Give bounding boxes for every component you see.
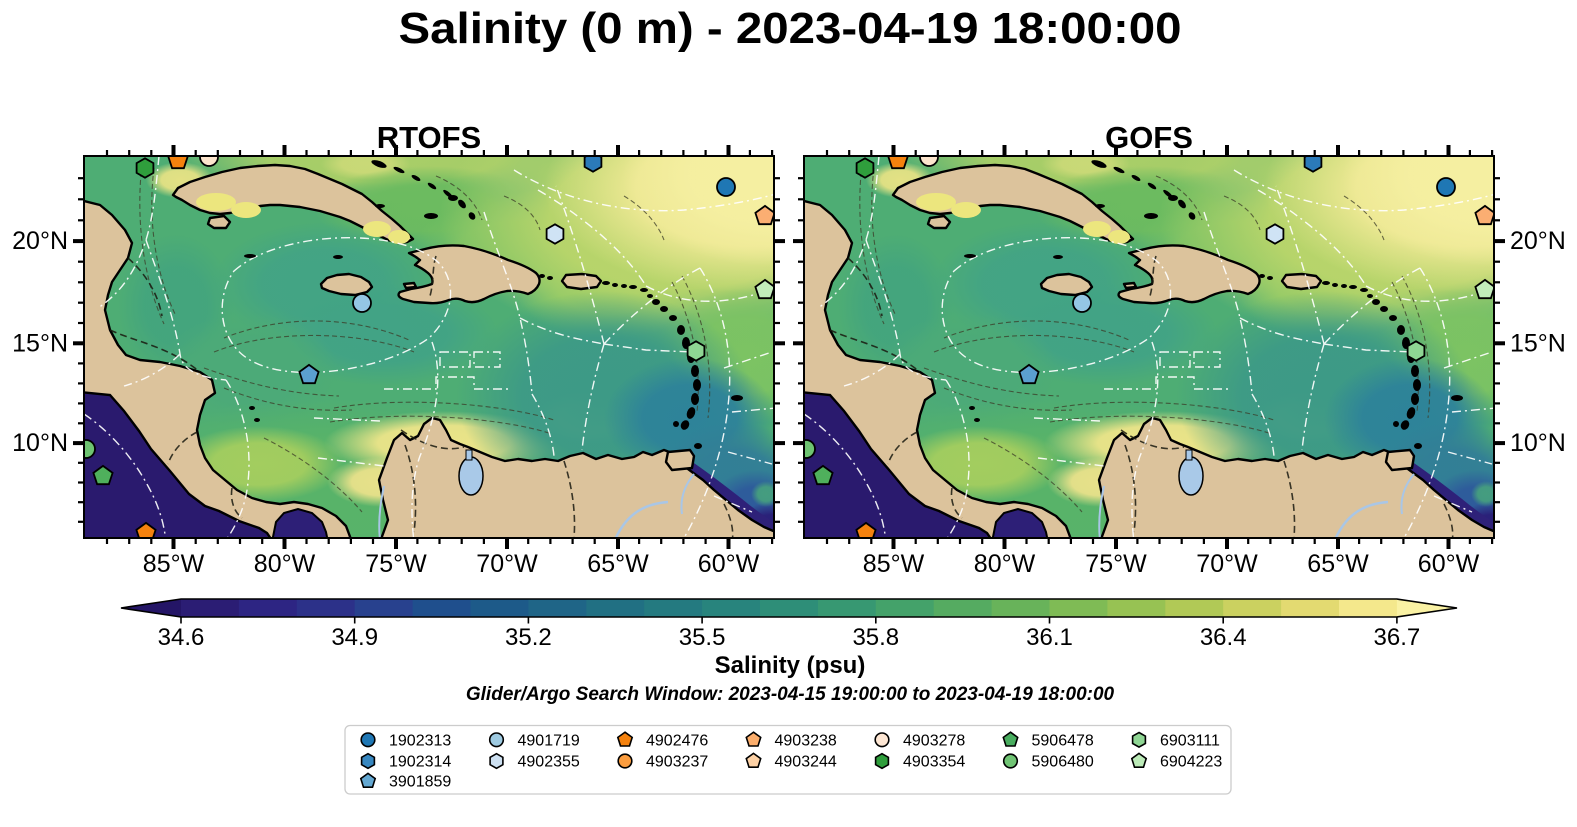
svg-text:34.6: 34.6 <box>158 624 205 651</box>
svg-text:Salinity (0 m) - 2023-04-19 18: Salinity (0 m) - 2023-04-19 18:00:00 <box>399 4 1182 53</box>
svg-text:35.8: 35.8 <box>852 624 899 651</box>
svg-text:35.2: 35.2 <box>505 624 552 651</box>
svg-text:36.4: 36.4 <box>1200 624 1247 651</box>
svg-text:4903237: 4903237 <box>646 754 708 771</box>
svg-text:6903111: 6903111 <box>1160 732 1220 749</box>
svg-text:85°W: 85°W <box>143 550 205 578</box>
svg-text:15°N: 15°N <box>12 329 68 357</box>
svg-text:20°N: 20°N <box>1510 227 1566 255</box>
svg-text:36.1: 36.1 <box>1026 624 1073 651</box>
svg-text:Glider/Argo Search Window: 202: Glider/Argo Search Window: 2023-04-15 19… <box>466 684 1115 705</box>
svg-text:4902476: 4902476 <box>646 732 708 749</box>
svg-text:75°W: 75°W <box>365 550 427 578</box>
svg-text:70°W: 70°W <box>1196 550 1258 578</box>
svg-text:1902313: 1902313 <box>389 732 451 749</box>
svg-text:1902314: 1902314 <box>389 754 451 771</box>
svg-text:85°W: 85°W <box>863 550 925 578</box>
svg-text:4903354: 4903354 <box>903 754 965 771</box>
svg-text:10°N: 10°N <box>12 429 68 457</box>
svg-text:5906480: 5906480 <box>1032 754 1094 771</box>
svg-text:80°W: 80°W <box>254 550 316 578</box>
svg-text:80°W: 80°W <box>974 550 1036 578</box>
svg-text:60°W: 60°W <box>698 550 760 578</box>
svg-text:3901859: 3901859 <box>389 774 451 791</box>
svg-text:6904223: 6904223 <box>1160 754 1222 771</box>
svg-text:4903238: 4903238 <box>775 732 837 749</box>
svg-text:70°W: 70°W <box>476 550 538 578</box>
svg-text:20°N: 20°N <box>12 227 68 255</box>
svg-text:RTOFS: RTOFS <box>377 120 482 155</box>
svg-text:5906478: 5906478 <box>1032 732 1094 749</box>
svg-text:4903244: 4903244 <box>775 754 837 771</box>
svg-text:35.5: 35.5 <box>679 624 726 651</box>
svg-text:Salinity (psu): Salinity (psu) <box>715 652 866 679</box>
svg-text:10°N: 10°N <box>1510 429 1566 457</box>
svg-text:15°N: 15°N <box>1510 329 1566 357</box>
svg-text:4903278: 4903278 <box>903 732 965 749</box>
svg-text:4902355: 4902355 <box>518 754 580 771</box>
svg-text:34.9: 34.9 <box>331 624 378 651</box>
svg-text:60°W: 60°W <box>1418 550 1480 578</box>
svg-text:75°W: 75°W <box>1085 550 1147 578</box>
svg-text:4901719: 4901719 <box>518 732 580 749</box>
svg-text:36.7: 36.7 <box>1374 624 1421 651</box>
svg-text:65°W: 65°W <box>1307 550 1369 578</box>
svg-text:GOFS: GOFS <box>1105 120 1193 155</box>
svg-text:65°W: 65°W <box>587 550 649 578</box>
